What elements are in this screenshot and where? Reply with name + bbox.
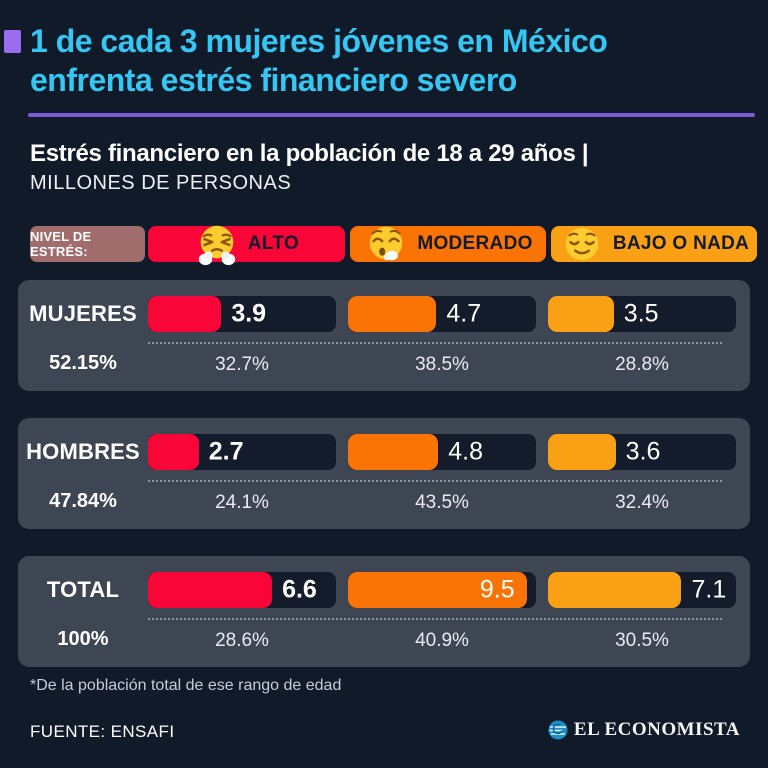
bar-value: 3.6: [625, 437, 661, 466]
bar-track-bajo: 3.6: [548, 434, 736, 470]
brand-logo: EL ECONOMISTA: [548, 719, 740, 741]
bar-value: 4.8: [448, 437, 483, 466]
legend-pill-moderado: MODERADO: [350, 226, 546, 262]
bar-fill-moderado: [348, 296, 437, 332]
bar-track-moderado: 4.7: [348, 296, 536, 332]
bar-value: 7.1: [691, 575, 727, 604]
bar-fill-alto: [148, 434, 199, 470]
title-line1: 1 de cada 3 mujeres jóvenes en México: [30, 23, 608, 59]
relieved-face-emoji-icon: [565, 227, 599, 261]
row-label: MUJERES: [29, 301, 137, 326]
title-line2: enfrenta estrés financiero severo: [30, 62, 517, 98]
row-label: HOMBRES: [26, 439, 140, 464]
percent-alto: 24.1%: [215, 492, 269, 513]
accent-square: [4, 30, 21, 53]
bar-value: 9.5: [479, 575, 515, 604]
row-label: TOTAL: [46, 577, 120, 602]
row-total: TOTAL 6.6 9.5 7.1 100% 28.6% 40.9% 30.5%: [18, 556, 750, 667]
row-mujeres: MUJERES 3.9 4.7 3.5 52.15% 32.7% 38.5% 2…: [18, 280, 750, 391]
bar-fill-bajo: [548, 434, 616, 470]
bar-track-bajo: 3.5: [548, 296, 736, 332]
bar-fill-bajo: [548, 296, 614, 332]
bar-value: 4.7: [446, 299, 482, 328]
steam-face-emoji-icon: [198, 225, 236, 266]
share-percent: 52.15%: [49, 352, 117, 374]
bar-track-alto: 2.7: [148, 434, 336, 470]
source-label: FUENTE: ENSAFI: [30, 722, 175, 741]
percent-alto: 28.6%: [215, 630, 269, 651]
unit-label: MILLONES DE PERSONAS: [30, 172, 292, 194]
bar-track-alto: 3.9: [148, 296, 336, 332]
bar-value: 2.7: [208, 437, 244, 466]
legend-level-label: MODERADO: [417, 233, 533, 254]
percent-bajo: 28.8%: [615, 354, 669, 375]
percent-moderado: 40.9%: [415, 630, 469, 651]
legend-level-label: ALTO: [247, 233, 300, 254]
bar-fill-bajo: [548, 572, 682, 608]
el-economista-logo-icon: [548, 720, 568, 740]
legend-pill-bajo: BAJO O NADA: [551, 226, 757, 262]
bar-fill-moderado: [348, 572, 527, 608]
bar-fill-alto: [148, 296, 222, 332]
bar-track-bajo: 7.1: [548, 572, 736, 608]
share-percent: 100%: [57, 628, 109, 650]
footnote: *De la población total de ese rango de e…: [30, 677, 342, 694]
chart-subtitle: Estrés financiero en la población de 18 …: [30, 140, 589, 167]
bar-track-alto: 6.6: [148, 572, 336, 608]
legend-level-label: BAJO O NADA: [612, 233, 750, 254]
percent-bajo: 30.5%: [615, 630, 669, 651]
page-title: 1 de cada 3 mujeres jóvenes en México en…: [30, 22, 750, 100]
brand-name: EL ECONOMISTA: [573, 719, 740, 740]
exhale-face-emoji-icon: [370, 226, 403, 261]
share-percent: 47.84%: [49, 490, 117, 512]
dotted-separator: [148, 480, 722, 482]
percent-alto: 32.7%: [215, 354, 269, 375]
bar-track-moderado: 9.5: [348, 572, 536, 608]
percent-moderado: 43.5%: [415, 492, 469, 513]
legend-label: NIVEL DE ESTRÉS:: [30, 226, 145, 262]
bar-value: 3.5: [623, 299, 659, 328]
percent-moderado: 38.5%: [415, 354, 469, 375]
divider-rule: [28, 113, 755, 117]
bar-fill-moderado: [348, 434, 439, 470]
legend-pill-alto: ALTO: [148, 225, 345, 266]
dotted-separator: [148, 342, 722, 344]
bar-track-moderado: 4.8: [348, 434, 536, 470]
bar-value: 6.6: [282, 575, 317, 604]
dotted-separator: [148, 618, 722, 620]
bar-value: 3.9: [231, 299, 267, 328]
percent-bajo: 32.4%: [615, 492, 669, 513]
row-hombres: HOMBRES 2.7 4.8 3.6 47.84% 24.1% 43.5% 3…: [18, 418, 750, 529]
bar-fill-alto: [148, 572, 273, 608]
